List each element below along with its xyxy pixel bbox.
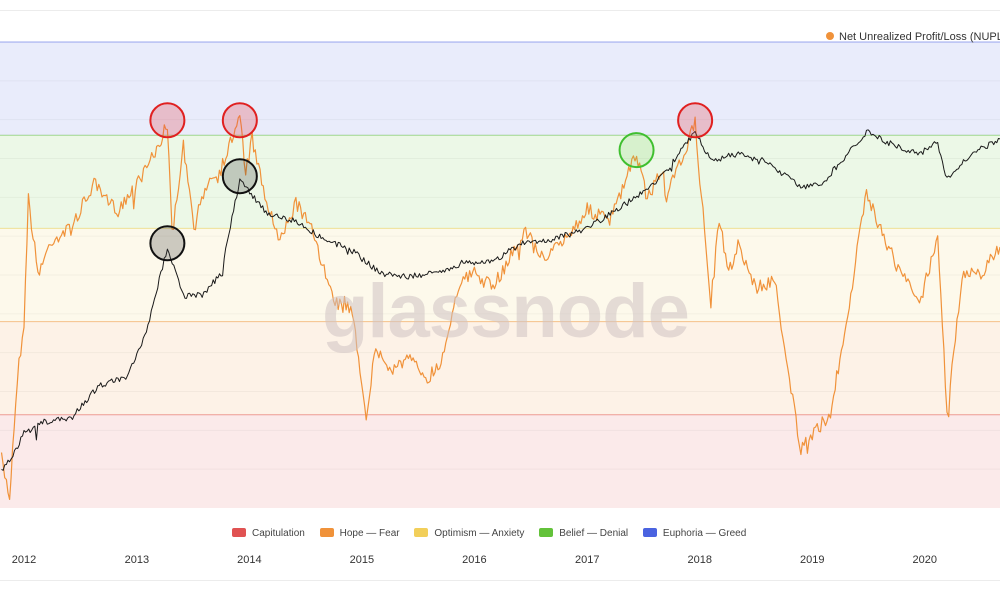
zone-legend: Capitulation Hope — Fear Optimism — Anxi… — [232, 528, 758, 539]
legend-nupl-label: Net Unrealized Profit/Loss (NUPL) — [839, 31, 1000, 43]
x-tick-label: 2013 — [124, 554, 150, 566]
series-line-1 — [1, 129, 1000, 471]
swatch — [642, 528, 657, 537]
watermark: glassnode — [322, 269, 690, 354]
x-tick-label: 2016 — [462, 554, 487, 566]
highlight-circle-red-3 — [677, 102, 714, 139]
zone-label: Belief — Denial — [559, 528, 629, 539]
zone-band-0 — [0, 414, 1000, 508]
highlight-circle-gray-4 — [149, 225, 186, 262]
zone-legend-belief-denial[interactable]: Belief — Denial — [539, 528, 628, 539]
highlight-circle-red-1 — [221, 102, 258, 139]
x-tick-label: 2020 — [912, 554, 938, 566]
series-line-0 — [0, 114, 1000, 500]
zone-band-4 — [0, 42, 1000, 136]
zone-band-3 — [0, 135, 1000, 229]
x-tick-label: 2017 — [574, 554, 600, 566]
zone-legend-optimism-anxiety[interactable]: Optimism — Anxiety — [414, 528, 524, 539]
zone-legend-euphoria-greed[interactable]: Euphoria — Greed — [642, 528, 747, 539]
zone-band-2 — [0, 228, 1000, 322]
swatch — [319, 528, 334, 537]
swatch — [232, 528, 246, 537]
zone-label: Optimism — Anxiety — [434, 528, 525, 539]
swatch — [414, 528, 429, 537]
x-tick-label: 2014 — [237, 554, 262, 566]
zone-label: Capitulation — [252, 528, 305, 539]
zone-label: Hope — Fear — [339, 528, 400, 539]
x-tick-label: 2018 — [687, 554, 712, 566]
x-tick-label: 2015 — [349, 554, 375, 566]
x-tick-label: 2012 — [11, 554, 37, 566]
legend-nupl[interactable]: Net Unrealized Profit/Loss (NUPL) — [826, 31, 1000, 43]
highlight-circle-red-0 — [149, 102, 186, 139]
swatch — [539, 528, 554, 537]
zone-label: Euphoria — Greed — [662, 528, 747, 539]
x-tick-label: 2019 — [800, 554, 825, 566]
highlight-circle-green-2 — [618, 132, 655, 169]
zone-legend-capitulation[interactable]: Capitulation — [232, 528, 305, 539]
zone-legend-hope-fear[interactable]: Hope — Fear — [319, 528, 400, 539]
legend-dot — [826, 32, 834, 40]
bottom-divider — [0, 580, 1000, 581]
highlight-circle-gray-5 — [221, 158, 258, 195]
top-divider — [0, 10, 1000, 11]
